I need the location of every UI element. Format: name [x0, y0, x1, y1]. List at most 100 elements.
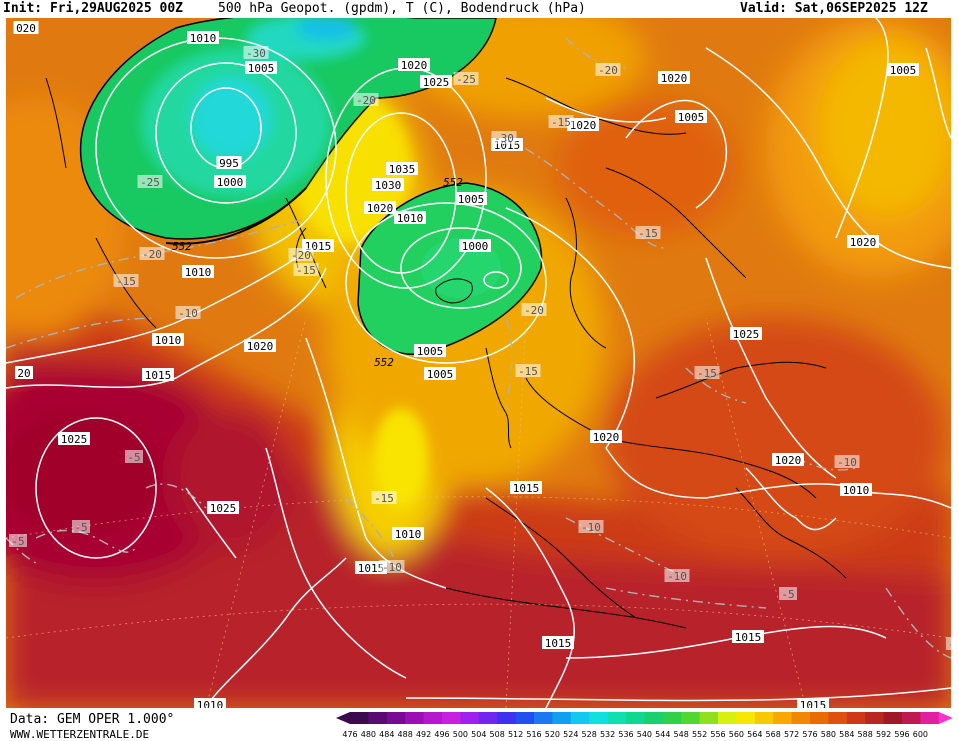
isobar-label-text: 1005 [427, 368, 454, 381]
scale-tick-label: 560 [729, 730, 744, 739]
scale-swatch [718, 712, 737, 724]
geopotential-552-line [165, 187, 307, 245]
init-time: Init: Fri,29AUG2025 00Z [3, 1, 184, 16]
scale-tick-label: 544 [655, 730, 670, 739]
isobar-label-text: 1020 [367, 202, 394, 215]
isobar-label-text: 1005 [678, 111, 705, 124]
scale-swatch [478, 712, 498, 724]
isobar-label-text: 1005 [248, 62, 275, 75]
temperature-label: -20 [353, 93, 379, 107]
isobar-label-text: 1020 [570, 119, 597, 132]
scale-tick-label: 488 [398, 730, 413, 739]
temperature-label: -20 [521, 303, 547, 317]
scale-swatch [791, 712, 811, 724]
temperature-label: -30 [243, 46, 269, 60]
temperature-label-text: -5 [948, 638, 951, 651]
data-source: Data: GEM OPER 1.000° [10, 712, 175, 727]
isobar-label: 20 [15, 366, 33, 380]
scale-tick-label: 500 [453, 730, 468, 739]
isobar-label: 1010 [840, 483, 872, 497]
isobar-label: 1020 [658, 71, 690, 85]
temperature-label: -10 [578, 520, 604, 534]
isobar-label-text: 995 [219, 157, 239, 170]
isobar-label: 1020 [398, 58, 430, 72]
temperature-label: -25 [137, 175, 163, 189]
isobar-label-text: 1005 [417, 345, 444, 358]
scale-tick-label: 536 [618, 730, 633, 739]
temperature-label-text: -20 [524, 304, 544, 317]
temperature-label: -15 [548, 115, 574, 129]
scale-swatch [570, 712, 590, 724]
isobar-label: 1020 [590, 430, 622, 444]
isobar-label: 1015 [542, 636, 574, 650]
temperature-label: -5 [9, 534, 27, 548]
scale-tick-label: 552 [692, 730, 707, 739]
temperature-label-text: -15 [116, 275, 136, 288]
temperature-label: -10 [664, 569, 690, 583]
greenland-low [79, 18, 497, 240]
scale-tick-label: 580 [821, 730, 836, 739]
temperature-label: -15 [635, 226, 661, 240]
temperature-label-text: -5 [781, 588, 794, 601]
scale-right-arrow [938, 712, 953, 724]
temperature-label-text: -25 [456, 73, 476, 86]
scale-swatch [368, 712, 388, 724]
isobar-label-text: 1015 [800, 699, 827, 708]
isobar-label: 1000 [214, 175, 246, 189]
temperature-label: -30 [491, 131, 517, 145]
scale-swatch [883, 712, 903, 724]
temperature-label-text: -5 [127, 451, 140, 464]
chart-header: Init: Fri,29AUG2025 00Z 500 hPa Geopot. … [0, 0, 959, 18]
scale-swatch [754, 712, 774, 724]
isobar-label-text: 1010 [190, 32, 217, 45]
scale-tick-label: 504 [471, 730, 486, 739]
temperature-label: -15 [371, 491, 397, 505]
isobar-label-text: 1025 [61, 433, 88, 446]
scale-swatch [442, 712, 461, 724]
isobar-label: 1010 [152, 333, 184, 347]
chart-footer: Data: GEM OPER 1.000° WWW.WETTERZENTRALE… [0, 710, 959, 741]
temperature-label-text: -15 [697, 367, 717, 380]
isobar-label-text: 1020 [850, 236, 877, 249]
scale-swatch [497, 712, 517, 724]
temperature-label: -10 [175, 306, 201, 320]
isobar-label: 1025 [207, 501, 239, 515]
color-scale-legend: 476 480 484 488 492 496 500 504 508 512 516 520 524 5… [336, 712, 953, 739]
temperature-label: -5 [946, 637, 951, 651]
isobar-label: 1010 [394, 211, 426, 225]
isobar-label: 1005 [455, 192, 487, 206]
temperature-label: -15 [515, 364, 541, 378]
isobar-label-text: 1000 [217, 176, 244, 189]
scale-tick-label: 556 [710, 730, 725, 739]
temperature-label-text: -20 [598, 64, 618, 77]
temperature-label-text: -10 [667, 570, 687, 583]
scale-tick-label: 520 [545, 730, 560, 739]
temperature-label-text: -20 [356, 94, 376, 107]
temperature-labels: -30 -20 -25 -25 -20 -15 -10 -15 -20 -30 -15 -20 -15 -… [9, 46, 951, 651]
isobar-label-text: 1010 [395, 528, 422, 541]
temperature-label: -5 [779, 587, 797, 601]
temperature-label-text: -10 [382, 561, 402, 574]
temperature-label-text: -25 [140, 176, 160, 189]
isobar-lines [6, 18, 951, 708]
isobar-label: 1020 [847, 235, 879, 249]
isobar-label: 1005 [414, 344, 446, 358]
temperature-label: -5 [72, 520, 90, 534]
scale-tick-label: 572 [784, 730, 799, 739]
temperature-label-text: -5 [11, 535, 24, 548]
geopotential-label: 552 [374, 356, 394, 369]
scale-swatch [828, 712, 848, 724]
isobar-label-text: 20 [17, 367, 30, 380]
isobar-label: 1025 [420, 75, 452, 89]
isobar-label-text: 1010 [843, 484, 870, 497]
isobar-label: 1010 [182, 265, 214, 279]
valid-time: Valid: Sat,06SEP2025 12Z [740, 1, 928, 16]
temperature-label: -10 [379, 560, 405, 574]
scale-left-arrow [336, 712, 350, 724]
temperature-label-text: -15 [638, 227, 658, 240]
isobar-label: 1015 [732, 630, 764, 644]
isobar-label-text: 1015 [145, 369, 172, 382]
temperature-label: -20 [139, 247, 165, 261]
temperature-label: -15 [694, 366, 720, 380]
temperature-label: -10 [834, 455, 860, 469]
